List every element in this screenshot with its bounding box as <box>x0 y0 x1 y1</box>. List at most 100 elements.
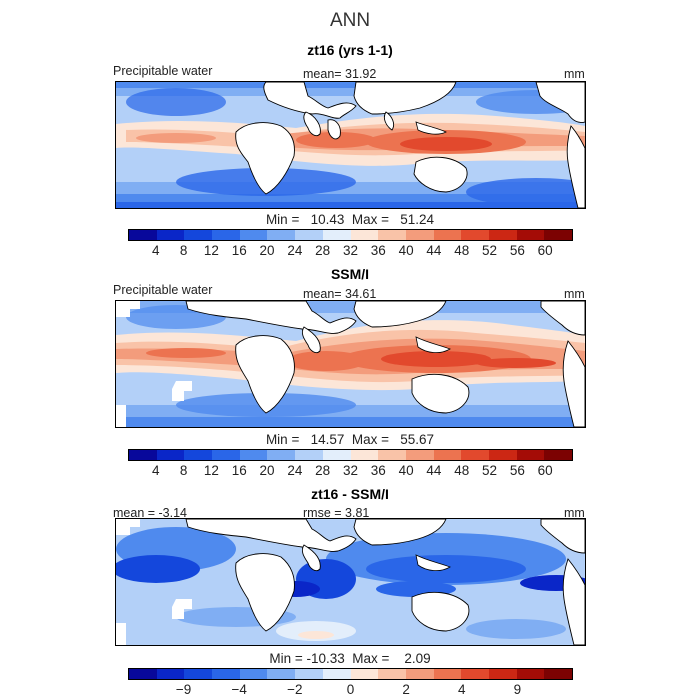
colorbar-tick-label: 32 <box>342 243 359 258</box>
colorbar-swatch <box>184 669 213 679</box>
colorbar-swatch <box>239 450 268 460</box>
colorbar-swatch <box>156 230 185 240</box>
colorbar-tick-label: 48 <box>454 463 470 478</box>
colorbar-swatch <box>544 669 572 679</box>
colorbar-swatch <box>295 230 323 240</box>
colorbar-tick-label: 24 <box>287 243 303 258</box>
colorbar-swatch <box>433 230 462 240</box>
panel-1-map <box>115 81 586 209</box>
colorbar-tick-label: 8 <box>179 463 188 478</box>
panel-1-mean-label: mean= 31.92 <box>303 67 377 81</box>
colorbar-swatch <box>156 450 185 460</box>
panel-1-title: zt16 (yrs 1-1) <box>307 42 393 58</box>
colorbar-tick-label: 40 <box>398 463 414 478</box>
colorbar-tick-label: 60 <box>537 243 553 258</box>
colorbar-swatch <box>212 669 240 679</box>
colorbar-swatch <box>129 450 157 460</box>
colorbar-swatch <box>129 230 157 240</box>
panel-2-variable-label: Precipitable water <box>113 283 213 297</box>
colorbar-tick-label: 28 <box>315 463 331 478</box>
panel-1-colorbar <box>128 229 573 241</box>
colorbar-swatch <box>156 669 185 679</box>
colorbar-swatch <box>433 450 462 460</box>
colorbar-tick-label: 32 <box>342 463 359 478</box>
colorbar-tick-label: 36 <box>370 463 386 478</box>
colorbar-swatch <box>295 450 323 460</box>
colorbar-tick-label: 16 <box>231 463 247 478</box>
colorbar-tick-label: 16 <box>231 243 247 258</box>
colorbar-swatch <box>516 230 545 240</box>
colorbar-swatch <box>461 669 489 679</box>
colorbar-swatch <box>488 669 517 679</box>
colorbar-swatch <box>544 450 572 460</box>
colorbar-tick-label: 4 <box>457 682 466 697</box>
colorbar-tick-label: −4 <box>231 682 247 697</box>
colorbar-tick-label: 8 <box>179 243 188 258</box>
colorbar-swatch <box>267 230 296 240</box>
panel-1-variable-label: Precipitable water <box>113 64 213 78</box>
panel-2-min-max: Min = 14.57 Max = 55.67 <box>265 432 435 447</box>
colorbar-swatch <box>516 669 545 679</box>
colorbar-swatch <box>322 669 351 679</box>
panel-1-min-max: Min = 10.43 Max = 51.24 <box>265 212 435 227</box>
colorbar-swatch <box>350 669 379 679</box>
colorbar-tick-label: −9 <box>175 682 192 697</box>
colorbar-swatch <box>378 230 406 240</box>
panel-2-title: SSM/I <box>330 266 370 282</box>
colorbar-swatch <box>212 230 240 240</box>
panel-1-units-label: mm <box>564 67 585 81</box>
colorbar-tick-label: 28 <box>315 243 331 258</box>
colorbar-tick-label: 12 <box>203 243 219 258</box>
panel-3-rmse-label: rmse = 3.81 <box>303 506 370 520</box>
colorbar-tick-label: 2 <box>402 682 410 697</box>
figure-title: ANN <box>329 10 371 31</box>
colorbar-swatch <box>295 669 323 679</box>
colorbar-tick-label: 9 <box>513 682 522 697</box>
colorbar-tick-label: 20 <box>259 243 275 258</box>
colorbar-tick-label: 52 <box>482 463 498 478</box>
panel-3-colorbar <box>128 668 573 680</box>
panel-3-map <box>115 518 586 646</box>
panel-2-units-label: mm <box>564 287 585 301</box>
colorbar-tick-label: 4 <box>152 463 160 478</box>
colorbar-tick-label: 20 <box>259 463 275 478</box>
panel-2-mean-label: mean= 34.61 <box>303 287 377 301</box>
colorbar-swatch <box>405 450 434 460</box>
colorbar-tick-label: 48 <box>454 243 470 258</box>
colorbar-swatch <box>461 450 489 460</box>
panel-3-mean-label: mean = -3.14 <box>113 506 188 520</box>
colorbar-swatch <box>461 230 489 240</box>
panel-3-units-label: mm <box>564 506 585 520</box>
colorbar-swatch <box>544 230 572 240</box>
colorbar-swatch <box>322 230 351 240</box>
panel-3-min-max: Min = -10.33 Max = 2.09 <box>269 651 431 666</box>
colorbar-tick-label: 52 <box>482 243 498 258</box>
colorbar-tick-label: −2 <box>287 682 303 697</box>
colorbar-swatch <box>378 450 406 460</box>
colorbar-swatch <box>129 669 157 679</box>
panel-1-colorbar-ticks: 4 8 12 16 20 24 28 32 36 40 44 48 52 56 60 <box>128 243 573 259</box>
colorbar-swatch <box>184 230 213 240</box>
colorbar-tick-label: 60 <box>537 463 553 478</box>
colorbar-tick-label: 12 <box>203 463 219 478</box>
colorbar-tick-label: 40 <box>398 243 414 258</box>
colorbar-swatch <box>212 450 240 460</box>
colorbar-tick-label: 0 <box>346 682 355 697</box>
colorbar-swatch <box>488 450 517 460</box>
colorbar-swatch <box>405 230 434 240</box>
colorbar-tick-label: 56 <box>509 243 525 258</box>
panel-3-title: zt16 - SSM/I <box>311 486 389 502</box>
colorbar-swatch <box>267 450 296 460</box>
colorbar-swatch <box>433 669 462 679</box>
colorbar-swatch <box>488 230 517 240</box>
colorbar-tick-label: 24 <box>287 463 303 478</box>
panel-2-colorbar-ticks: 4 8 12 16 20 24 28 32 36 40 44 48 52 56 60 <box>128 463 573 479</box>
colorbar-swatch <box>239 669 268 679</box>
colorbar-swatch <box>184 450 213 460</box>
colorbar-swatch <box>378 669 406 679</box>
colorbar-swatch <box>239 230 268 240</box>
colorbar-swatch <box>322 450 351 460</box>
colorbar-swatch <box>350 450 379 460</box>
colorbar-swatch <box>267 669 296 679</box>
colorbar-tick-label: 36 <box>370 243 386 258</box>
